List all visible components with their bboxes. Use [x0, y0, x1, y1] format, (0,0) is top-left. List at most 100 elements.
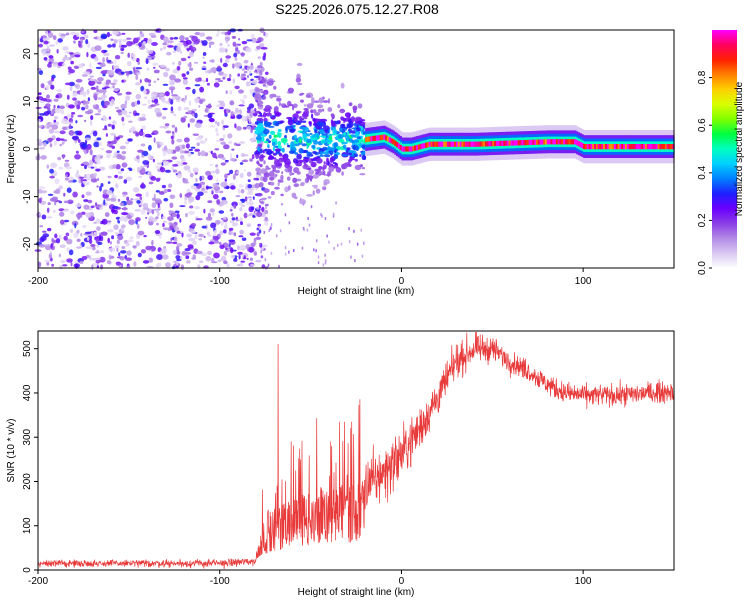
spectrogram-cell: [90, 244, 96, 247]
spectrogram-cell: [76, 238, 81, 242]
spectrogram-cell: [445, 141, 448, 147]
spectrogram-cell: [314, 129, 318, 134]
snr-x-tick-label: -100: [210, 576, 230, 587]
spectrogram-cell: [260, 168, 267, 174]
spectrogram-cell: [267, 144, 270, 148]
spectrogram-cell: [260, 211, 266, 218]
spectrogram-cell: [153, 80, 157, 84]
spectrogram-cell: [276, 97, 282, 102]
spectrogram-cell: [211, 187, 214, 191]
spectrogram-cell: [151, 202, 157, 209]
spectrogram-cell: [89, 62, 92, 69]
spectrogram-cell: [90, 80, 96, 86]
spectrogram-cell: [332, 128, 338, 134]
spectrogram-cell: [215, 33, 220, 37]
spectrogram-cell: [108, 69, 115, 76]
spectrogram-cell: [212, 194, 219, 200]
spectrogram-cell: [224, 159, 229, 162]
spectrogram-cell: [156, 254, 163, 260]
spectrogram-cell: [282, 157, 289, 161]
spectrogram-cell: [323, 182, 328, 186]
spectrogram-cell: [374, 135, 377, 141]
spectrogram-cell: [632, 144, 635, 150]
spectrogram-cell: [350, 116, 356, 123]
spectrogram-cell: [193, 183, 199, 186]
spectrogram-cell: [246, 201, 249, 205]
spectrogram-cell: [233, 204, 236, 208]
spectrogram-cell: [189, 118, 196, 123]
spectrogram-cell: [125, 114, 132, 118]
spectrogram-cell: [261, 78, 267, 84]
spectrogram-cell: [566, 139, 570, 145]
spectrogram-cell: [224, 108, 227, 115]
spectrogram-cell: [243, 212, 248, 219]
spectrogram-cell: [110, 209, 116, 213]
spectrogram-cell: [70, 121, 73, 124]
spectrogram-cell: [299, 138, 302, 144]
spectrogram-cell: [155, 208, 159, 213]
spectrogram-cell: [86, 143, 92, 150]
spectrogram-cell: [62, 63, 65, 67]
spectrogram-cell: [346, 117, 349, 121]
spectrogram-cell: [612, 144, 615, 150]
spectrogram-cell: [268, 134, 272, 139]
spectrogram-cell: [239, 230, 244, 235]
spectrogram-cell: [110, 140, 117, 145]
spectrogram-cell: [231, 201, 238, 207]
spectrogram-cell: [188, 100, 192, 106]
spectrogram-cell: [145, 191, 149, 198]
spectrogram-cell: [53, 104, 56, 109]
spectrogram-cell: [52, 35, 57, 41]
spectrogram-cell: [258, 204, 262, 209]
spectrogram-cell: [237, 245, 240, 251]
spectrogram-cell: [303, 228, 305, 232]
spectrogram-cell: [188, 237, 196, 242]
spectrogram-cell: [217, 100, 225, 103]
spectrogram-cell: [90, 205, 95, 208]
spectrogram-cell: [49, 122, 56, 126]
spectrogram-cell: [59, 244, 66, 248]
spectrogram-cell: [58, 253, 61, 258]
spectrogram-cell: [586, 144, 590, 150]
spectrogram-cell: [154, 98, 159, 104]
spectrogram-cell: [197, 151, 201, 156]
spectrogram-cell: [339, 126, 343, 133]
spectrogram-cell: [416, 145, 419, 151]
spectrogram-cell: [546, 139, 550, 145]
spectrogram-cell: [265, 71, 269, 76]
spectrogram-cell: [60, 259, 66, 264]
spectrogram-cell: [101, 94, 107, 99]
spectrogram-cell: [314, 112, 320, 116]
spectrogram-cell: [38, 147, 46, 150]
spectrogram-cell: [315, 188, 321, 194]
spectrogram-cell: [434, 141, 437, 147]
spectrogram-cell: [199, 181, 206, 185]
spectrogram-cell: [191, 35, 199, 42]
spectrogram-cell: [125, 176, 133, 182]
spectrogram-cell: [479, 141, 482, 147]
spectrogram-cell: [256, 227, 260, 231]
spectrogram-cell: [133, 66, 136, 73]
spectrogram-cell: [126, 61, 132, 66]
spectrogram-cell: [526, 139, 530, 146]
spectrogram-cell: [207, 103, 212, 109]
spectrogram-cell: [288, 250, 290, 254]
spectrogram-cell: [76, 104, 81, 110]
spectrogram-cell: [604, 144, 608, 150]
spectrogram-cell: [385, 135, 388, 141]
spectrogram-cell: [595, 144, 599, 150]
spectrogram-cell: [227, 173, 231, 176]
spectrogram-cell: [250, 123, 256, 126]
spectrogram-cell: [240, 189, 245, 194]
spectrogram-cell: [394, 140, 397, 146]
spectrogram-cell: [252, 196, 255, 200]
spectrogram-cell: [238, 235, 244, 238]
spectrogram-cell: [162, 254, 169, 260]
spectrogram-cell: [169, 202, 174, 209]
spectrogram-cell: [125, 72, 130, 76]
spectrogram-cell: [537, 139, 541, 145]
spectrogram-cell: [670, 144, 673, 150]
spectrogram-cell: [190, 146, 196, 149]
spectrogram-cell: [652, 144, 655, 150]
